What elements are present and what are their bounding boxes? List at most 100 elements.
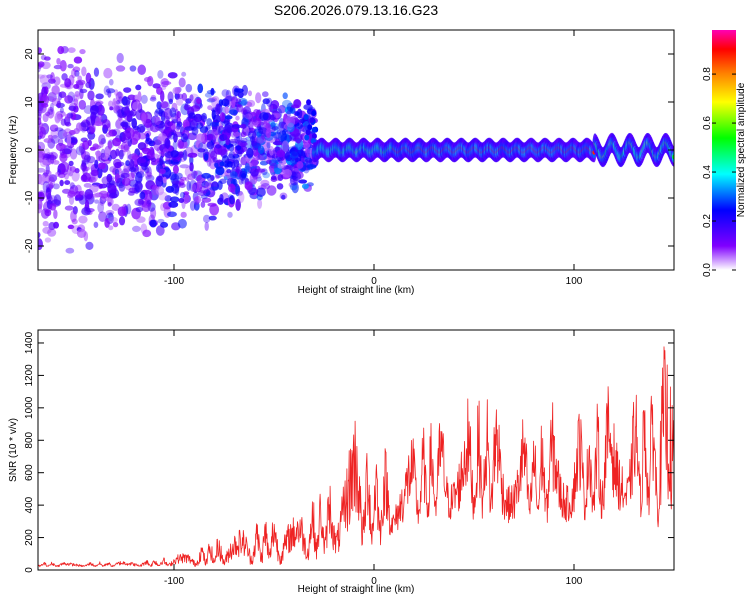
- spectrogram-cell: [139, 191, 146, 200]
- spectrogram-cell: [309, 117, 315, 124]
- spectrogram-cell: [280, 141, 288, 146]
- spectrogram-cell: [141, 112, 147, 125]
- spectrogram-cell: [258, 155, 265, 161]
- spectrogram-cell: [287, 122, 295, 133]
- snr-x-axis: -100 0 100: [164, 330, 583, 587]
- spectrogram-cell: [84, 188, 94, 200]
- spectrogram-cell: [50, 152, 55, 165]
- spectrogram-cell: [201, 180, 209, 188]
- chart-title: S206.2026.079.13.16.G23: [274, 2, 438, 18]
- spectrogram-cell: [261, 91, 269, 98]
- spectrogram-cell: [150, 157, 157, 163]
- spectrogram-cell: [66, 134, 72, 147]
- spectrogram-cell: [215, 166, 225, 176]
- spectrogram-cell: [96, 115, 102, 124]
- spectrogram-cell: [266, 185, 277, 196]
- spectrogram-cell: [49, 202, 57, 211]
- spectrogram-cell: [98, 190, 109, 199]
- spectrogram-cell: [164, 195, 172, 202]
- spectrogram-cell: [124, 105, 130, 117]
- spectrogram-cell: [296, 161, 304, 169]
- spectrogram-cell: [255, 168, 266, 173]
- spectrogram-cell: [98, 211, 107, 222]
- snr-y-axis: 0 200 400 600 800 1000 1200 1400: [24, 331, 674, 573]
- spectrogram-cell: [67, 193, 74, 199]
- spectrogram-cell: [209, 122, 220, 127]
- spectrogram-cell: [230, 129, 236, 138]
- spectrogram-cell: [115, 65, 126, 72]
- spectrogram-cell: [234, 88, 244, 93]
- spectrogram-cell: [98, 134, 106, 145]
- spectrogram-cell: [82, 165, 88, 177]
- spectrogram-cell: [161, 81, 172, 86]
- spectrogram-cell: [73, 56, 83, 64]
- spectrogram-cell: [229, 171, 238, 179]
- spectrogram-cell: [169, 120, 176, 133]
- spectrogram-cell: [172, 180, 181, 185]
- colorbar-label: Normalized spectral amplitude: [736, 82, 747, 217]
- y-tick-label: 0: [24, 147, 35, 153]
- spectrogram-cell: [160, 203, 166, 212]
- spectrogram-cell: [96, 166, 103, 179]
- spectrogram-cell: [202, 214, 211, 223]
- spectrogram-cell: [76, 80, 84, 90]
- y-tick-label: -20: [24, 238, 35, 253]
- spectrogram-cell: [209, 203, 220, 216]
- spectrogram-cell: [64, 128, 72, 134]
- spectrogram-cell: [162, 148, 169, 154]
- spectrogram-cell: [68, 160, 74, 167]
- spectrogram-cell: [59, 147, 65, 156]
- spectrogram-cell: [180, 133, 188, 143]
- spectrogram-cell: [38, 117, 42, 126]
- spectrogram-cell: [277, 162, 285, 169]
- spectrogram-cell: [93, 145, 101, 150]
- spectrogram-cell: [43, 56, 51, 61]
- spectrogram-cell: [56, 100, 62, 109]
- colorbar-tick-label: 0.8: [702, 67, 713, 81]
- spectrogram-cell: [40, 103, 49, 108]
- spectrogram-cell: [108, 100, 114, 108]
- spectrogram-cell: [69, 182, 75, 189]
- spectrogram-cell: [169, 196, 180, 203]
- spectrogram-cell: [185, 83, 193, 93]
- spectrogram-cell: [215, 174, 220, 179]
- spectrogram-cell: [160, 221, 169, 228]
- x-tick-label: -100: [164, 276, 184, 287]
- spectrogram-cell: [207, 202, 217, 207]
- spectrogram-cell: [134, 180, 143, 193]
- spectrogram-cell: [111, 128, 121, 137]
- spectrogram-cell: [224, 115, 233, 120]
- spectrogram-cell: [223, 131, 230, 141]
- spectrogram-cell: [282, 136, 287, 148]
- spectrogram-cell: [256, 187, 266, 197]
- spectrogram-cell: [38, 192, 43, 197]
- spectrogram-cell: [94, 100, 104, 106]
- spectrogram-cell: [109, 166, 117, 173]
- spectrogram-cell: [114, 173, 121, 184]
- spectrogram-cell: [235, 115, 240, 121]
- spectrogram-cell: [281, 194, 286, 200]
- spectrogram-cell: [187, 152, 198, 158]
- spectrogram-cell: [268, 103, 274, 113]
- spectrogram-cell: [54, 112, 62, 123]
- spectrogram-cell: [197, 83, 204, 94]
- spectrogram-cell: [170, 159, 179, 165]
- spectrogram-cell: [108, 216, 118, 224]
- spectrogram-cell: [282, 143, 290, 153]
- spectrogram-cell: [208, 215, 217, 221]
- spectrogram-cell: [255, 92, 262, 104]
- spectrogram-cell: [42, 220, 49, 227]
- spectrogram-cell: [228, 138, 239, 144]
- spectrogram-cell: [52, 183, 60, 190]
- spectrogram-cell: [80, 163, 88, 171]
- spectrogram-cell: [281, 140, 290, 152]
- spectrogram-cell: [227, 183, 236, 193]
- spectrogram-cell: [177, 93, 184, 100]
- spectrogram-cell: [191, 183, 196, 192]
- spectrogram-cell: [44, 237, 52, 243]
- spectrogram-cell: [136, 123, 146, 133]
- spectrogram-cell: [38, 174, 46, 186]
- spectrogram-cell: [197, 148, 206, 153]
- spectrogram-cell: [136, 171, 145, 179]
- spectrogram-cell: [42, 93, 48, 103]
